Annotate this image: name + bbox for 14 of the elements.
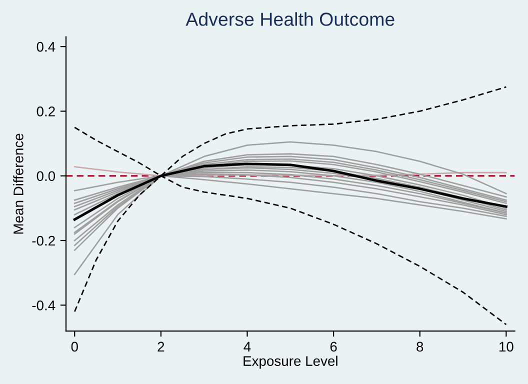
x-tick-label: 0 [71, 342, 78, 352]
chart-title: Adverse Health Outcome [186, 12, 394, 26]
y-tick-label: 0.4 [36, 42, 56, 52]
y-tick-label: 0.2 [36, 106, 55, 116]
y-axis-title: Mean Difference [13, 134, 24, 234]
x-tick-label: 10 [500, 342, 514, 352]
x-tick-label: 8 [416, 342, 424, 352]
x-tick-label: 4 [244, 342, 251, 352]
y-tick-label: -0.2 [32, 236, 55, 246]
y-tick-label: 0.0 [36, 171, 56, 182]
x-tick-label: 2 [158, 342, 164, 352]
y-tick-label: -0.4 [32, 300, 56, 310]
x-tick-label: 6 [330, 342, 337, 352]
x-axis-title: Exposure Level [244, 356, 338, 369]
